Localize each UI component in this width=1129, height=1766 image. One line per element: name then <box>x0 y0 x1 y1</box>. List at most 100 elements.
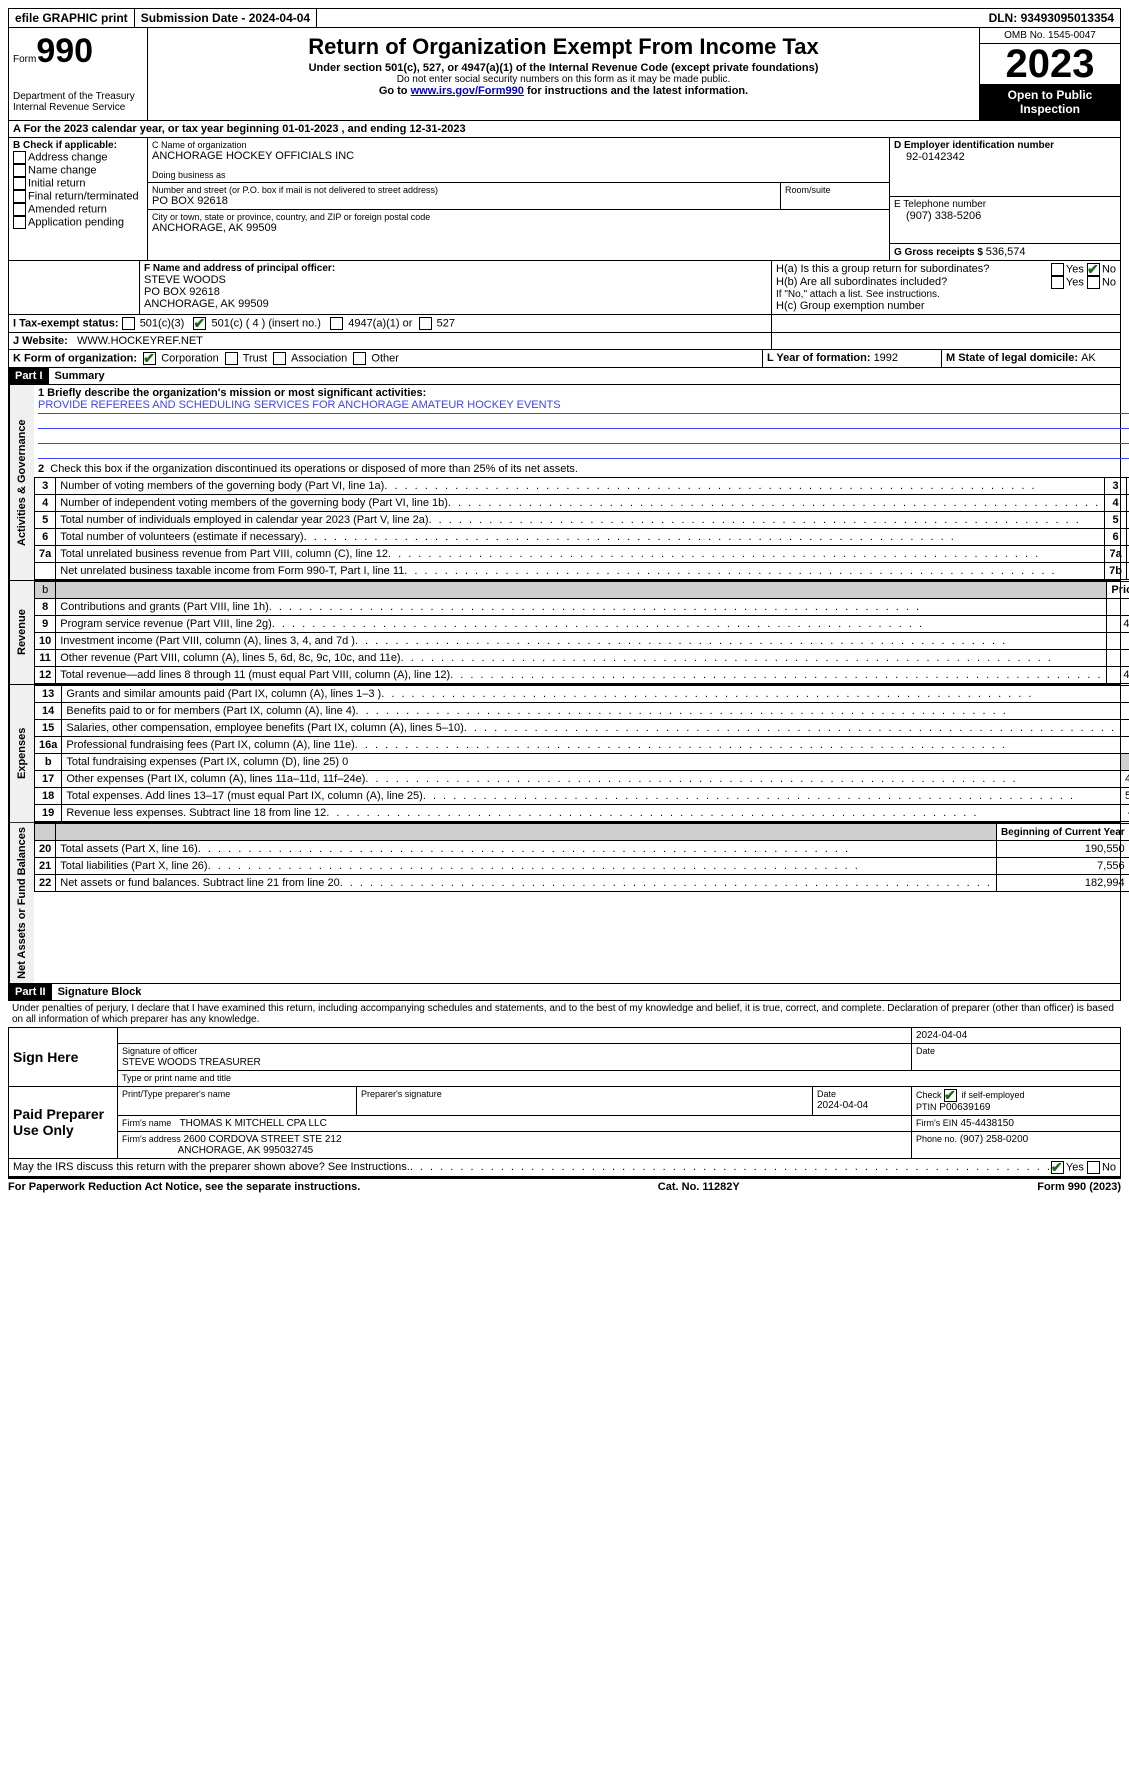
date-label: Date <box>916 1046 935 1056</box>
vert-netassets: Net Assets or Fund Balances <box>9 823 34 983</box>
checkbox-address-change[interactable] <box>13 151 26 164</box>
table-row: bTotal fundraising expenses (Part IX, co… <box>35 754 1129 771</box>
table-row: 21Total liabilities (Part X, line 26)7,5… <box>35 858 1129 875</box>
phone-label: E Telephone number <box>894 199 1116 210</box>
checkbox-amended[interactable] <box>13 203 26 216</box>
checkbox-hb-no[interactable] <box>1087 276 1100 289</box>
klm-row: K Form of organization: Corporation Trus… <box>8 350 1121 368</box>
prep-date: 2024-04-04 <box>817 1100 868 1111</box>
col-prior: Prior Year <box>1107 582 1129 599</box>
sig-officer-label: Signature of officer <box>122 1046 197 1056</box>
dln: DLN: 93493095013354 <box>983 9 1120 27</box>
form-org-label: K Form of organization: <box>13 352 137 364</box>
page-footer: For Paperwork Reduction Act Notice, see … <box>8 1177 1121 1193</box>
website-label: J Website: <box>13 335 68 347</box>
table-row: 13Grants and similar amounts paid (Part … <box>35 686 1129 703</box>
room-label: Room/suite <box>785 185 885 195</box>
part2-title: Signature Block <box>52 984 148 1000</box>
form-id: Form990 Department of the Treasury Inter… <box>9 28 148 120</box>
line2-text: Check this box if the organization disco… <box>50 463 578 475</box>
gross-value: 536,574 <box>986 246 1026 258</box>
paid-preparer-label: Paid Preparer Use Only <box>9 1086 118 1158</box>
checkbox-ha-yes[interactable] <box>1051 263 1064 276</box>
table-row: 3Number of voting members of the governi… <box>35 478 1129 495</box>
checkbox-527[interactable] <box>419 317 432 330</box>
officer-sig-name: STEVE WOODS TREASURER <box>122 1057 261 1068</box>
org-name: ANCHORAGE HOCKEY OFFICIALS INC <box>152 150 885 162</box>
sig-date: 2024-04-04 <box>912 1027 1121 1043</box>
table-row: 9Program service revenue (Part VIII, lin… <box>35 616 1129 633</box>
checkbox-self-employed[interactable] <box>944 1089 957 1102</box>
title-block: Return of Organization Exempt From Incom… <box>148 28 979 120</box>
entity-section: B Check if applicable: Address change Na… <box>8 138 1121 261</box>
box-b: B Check if applicable: Address change Na… <box>9 138 148 260</box>
firm-phone: (907) 258-0200 <box>960 1134 1028 1145</box>
table-row: 20Total assets (Part X, line 16)190,5501… <box>35 841 1129 858</box>
checkbox-initial-return[interactable] <box>13 177 26 190</box>
tax-status-label: I Tax-exempt status: <box>13 317 119 329</box>
year-formation-label: L Year of formation: <box>767 352 874 364</box>
table-row: 18Total expenses. Add lines 13–17 (must … <box>35 788 1129 805</box>
table-row: 12Total revenue—add lines 8 through 11 (… <box>35 667 1129 684</box>
website-value: WWW.HOCKEYREF.NET <box>77 335 203 347</box>
domicile-label: M State of legal domicile: <box>946 352 1081 364</box>
checkbox-ha-no[interactable] <box>1087 263 1100 276</box>
table-row: 11Other revenue (Part VIII, column (A), … <box>35 650 1129 667</box>
top-bar: efile GRAPHIC print Submission Date - 20… <box>8 8 1121 28</box>
h-note: If "No," attach a list. See instructions… <box>776 289 1116 300</box>
period-row: A For the 2023 calendar year, or tax yea… <box>8 121 1121 138</box>
irs-label: Internal Revenue Service <box>13 102 143 113</box>
checkbox-discuss-yes[interactable] <box>1051 1161 1064 1174</box>
checkbox-discuss-no[interactable] <box>1087 1161 1100 1174</box>
prep-name-label: Print/Type preparer's name <box>122 1089 230 1099</box>
gross-label: G Gross receipts $ <box>894 247 986 258</box>
firm-addr1: 2600 CORDOVA STREET STE 212 <box>184 1134 342 1145</box>
table-row: 16aProfessional fundraising fees (Part I… <box>35 737 1129 754</box>
city-value: ANCHORAGE, AK 99509 <box>152 222 885 234</box>
table-row: Net unrelated business taxable income fr… <box>35 563 1129 580</box>
checkbox-name-change[interactable] <box>13 164 26 177</box>
firm-addr-label: Firm's address <box>122 1134 181 1144</box>
officer-addr2: ANCHORAGE, AK 99509 <box>144 298 767 310</box>
firm-name: THOMAS K MITCHELL CPA LLC <box>180 1118 327 1129</box>
table-row: 7aTotal unrelated business revenue from … <box>35 546 1129 563</box>
firm-phone-label: Phone no. <box>916 1134 957 1144</box>
goto-note: Go to www.irs.gov/Form990 for instructio… <box>152 85 975 97</box>
irs-link[interactable]: www.irs.gov/Form990 <box>411 85 524 97</box>
table-row: 8Contributions and grants (Part VIII, li… <box>35 599 1129 616</box>
domicile: AK <box>1081 352 1096 364</box>
table-row: 17Other expenses (Part IX, column (A), l… <box>35 771 1129 788</box>
street-label: Number and street (or P.O. box if mail i… <box>152 185 776 195</box>
form-header: Form990 Department of the Treasury Inter… <box>8 28 1121 121</box>
summary-expenses: 13Grants and similar amounts paid (Part … <box>34 685 1129 822</box>
ptin-label: PTIN <box>916 1102 937 1112</box>
checkbox-4947[interactable] <box>330 317 343 330</box>
table-row: 14Benefits paid to or for members (Part … <box>35 703 1129 720</box>
footer-right: Form 990 (2023) <box>1037 1181 1121 1193</box>
inspection-label: Open to Public Inspection <box>980 84 1120 120</box>
checkbox-app-pending[interactable] <box>13 216 26 229</box>
h-b-label: H(b) Are all subordinates included? <box>776 276 1051 289</box>
summary-governance: 3Number of voting members of the governi… <box>34 477 1129 580</box>
checkbox-trust[interactable] <box>225 352 238 365</box>
table-row: 4Number of independent voting members of… <box>35 495 1129 512</box>
revenue-section: Revenue bPrior YearCurrent Year 8Contrib… <box>8 581 1121 685</box>
checkbox-hb-yes[interactable] <box>1051 276 1064 289</box>
table-row: 22Net assets or fund balances. Subtract … <box>35 875 1129 892</box>
form-title: Return of Organization Exempt From Incom… <box>152 34 975 60</box>
discuss-row: May the IRS discuss this return with the… <box>8 1159 1121 1177</box>
street-value: PO BOX 92618 <box>152 195 776 207</box>
efile-label: efile GRAPHIC print <box>9 9 135 27</box>
checkbox-501c[interactable] <box>193 317 206 330</box>
checkbox-final-return[interactable] <box>13 190 26 203</box>
checkbox-501c3[interactable] <box>122 317 135 330</box>
checkbox-corp[interactable] <box>143 352 156 365</box>
col-boy: Beginning of Current Year <box>996 824 1129 841</box>
dba-label: Doing business as <box>152 170 885 180</box>
checkbox-assoc[interactable] <box>273 352 286 365</box>
type-name-label: Type or print name and title <box>122 1073 231 1083</box>
expenses-section: Expenses 13Grants and similar amounts pa… <box>8 685 1121 823</box>
table-row: 15Salaries, other compensation, employee… <box>35 720 1129 737</box>
tax-year: 2023 <box>980 44 1120 84</box>
checkbox-other[interactable] <box>353 352 366 365</box>
